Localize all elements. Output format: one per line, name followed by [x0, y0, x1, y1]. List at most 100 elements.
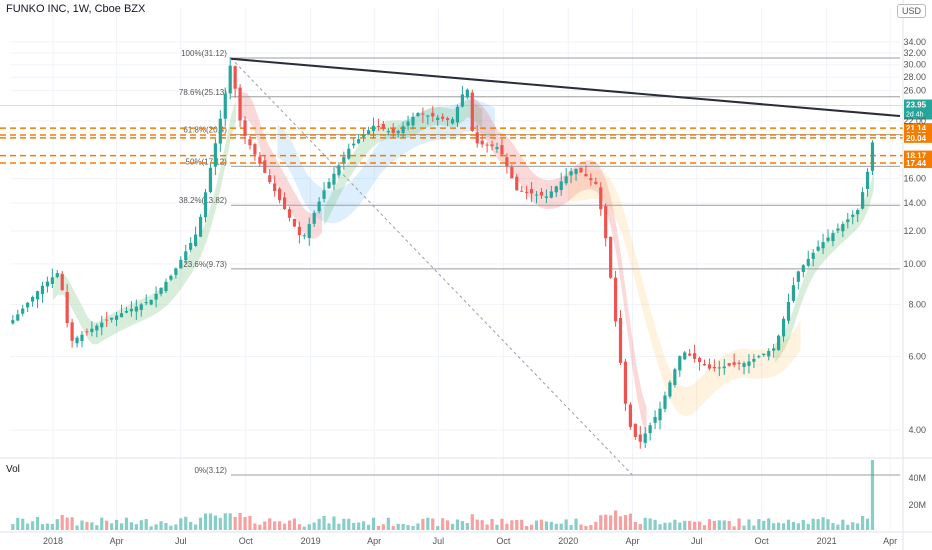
- candle-body: [510, 167, 514, 179]
- candle-body: [722, 366, 726, 369]
- candle-body: [258, 156, 262, 164]
- candle-body: [441, 116, 445, 119]
- volume-bar: [841, 519, 845, 530]
- volume-bar: [139, 520, 143, 530]
- volume-bar: [806, 523, 810, 530]
- volume-bar: [480, 520, 484, 530]
- ma-ribbon: [53, 100, 236, 345]
- candle-body: [90, 328, 94, 333]
- volume-bar: [772, 523, 776, 530]
- candle-body: [184, 251, 188, 261]
- trendlines[interactable]: [230, 57, 901, 118]
- candle-body: [263, 160, 267, 173]
- ma-ribbon: [277, 97, 495, 224]
- candle-body: [70, 322, 74, 341]
- volume-bars: [11, 460, 875, 530]
- volume-bar: [767, 518, 771, 530]
- volume-bar: [50, 523, 54, 530]
- time-tick-label: Jul: [175, 536, 187, 546]
- volume-bar: [332, 516, 336, 530]
- fibonacci-retracement[interactable]: 100%(31.12) 78.6%(25.13) 61.8%(20.4) 50%(17…: [179, 49, 900, 476]
- volume-bar: [65, 517, 69, 530]
- candle-body: [643, 433, 647, 443]
- candle-body: [21, 308, 25, 314]
- volume-bar: [149, 526, 153, 530]
- fib-level-label: 61.8%(20.4): [183, 126, 227, 135]
- candle-body: [386, 130, 390, 133]
- volume-bar: [870, 460, 875, 530]
- time-tick-label: Jul: [691, 536, 703, 546]
- volume-bar: [613, 510, 618, 530]
- price-tick-label: 14.00: [903, 198, 926, 208]
- volume-bar: [495, 524, 499, 530]
- candle-body: [559, 181, 563, 191]
- candle-body: [727, 363, 731, 366]
- price-tick-label: 30.00: [903, 60, 926, 70]
- candle-body: [45, 281, 50, 287]
- candle-body: [11, 320, 15, 324]
- volume-bar: [366, 524, 371, 530]
- candle-body: [574, 168, 578, 174]
- volume-bar: [594, 521, 598, 530]
- candle-body: [712, 366, 716, 369]
- price-tick-label: 22.00: [903, 116, 926, 126]
- candle-body: [381, 124, 385, 129]
- candle-body: [307, 224, 311, 239]
- volume-bar: [490, 519, 494, 530]
- candle-body: [801, 265, 805, 272]
- candle-body: [223, 93, 227, 119]
- volume-bar: [569, 525, 573, 530]
- volume-tick-label: 20M: [908, 500, 926, 510]
- candle-body: [604, 206, 608, 239]
- candle-body: [445, 118, 450, 120]
- candle-body: [406, 121, 410, 126]
- volume-bar: [357, 522, 361, 530]
- volume-bar: [856, 523, 860, 530]
- volume-bar: [362, 521, 366, 530]
- volume-bar: [223, 513, 227, 530]
- volume-bar: [85, 521, 89, 530]
- volume-bar: [579, 524, 583, 530]
- volume-bar: [534, 520, 539, 530]
- volume-bar: [287, 520, 292, 530]
- candle-body: [786, 302, 791, 321]
- candle-body: [589, 178, 593, 181]
- candle-body: [366, 130, 371, 134]
- candle-body: [194, 234, 198, 247]
- volume-bar: [35, 516, 40, 530]
- candle-body: [278, 188, 282, 201]
- candle-body: [95, 325, 99, 331]
- price-tag: [904, 123, 932, 134]
- candle-body: [218, 118, 222, 144]
- volume-bar: [475, 519, 479, 530]
- volume-bar: [455, 519, 460, 530]
- ma-ribbon: [775, 171, 874, 363]
- candle-body: [702, 363, 707, 366]
- volume-bar: [421, 518, 425, 530]
- candle-body: [268, 175, 272, 182]
- volume-bar: [742, 525, 746, 530]
- candle-body: [450, 119, 455, 124]
- candle-body: [55, 273, 59, 278]
- candle-body: [426, 115, 430, 117]
- volume-bar: [124, 517, 129, 530]
- volume-bar: [233, 516, 237, 530]
- volume-bar: [732, 526, 736, 530]
- candle-body: [826, 237, 830, 241]
- candle-body: [480, 140, 484, 145]
- candle-body: [149, 299, 153, 305]
- volume-bar: [184, 516, 188, 530]
- volume-bar: [574, 518, 578, 530]
- volume-bar: [396, 523, 400, 530]
- candle-body: [609, 236, 613, 278]
- candle-body: [30, 296, 35, 302]
- currency-button[interactable]: USD: [896, 4, 926, 18]
- candle-body: [490, 144, 494, 147]
- time-tick-label: Apr: [625, 536, 639, 546]
- candle-body: [638, 434, 642, 442]
- candle-body: [124, 311, 129, 313]
- candle-body: [791, 285, 796, 301]
- candle-body: [50, 277, 54, 284]
